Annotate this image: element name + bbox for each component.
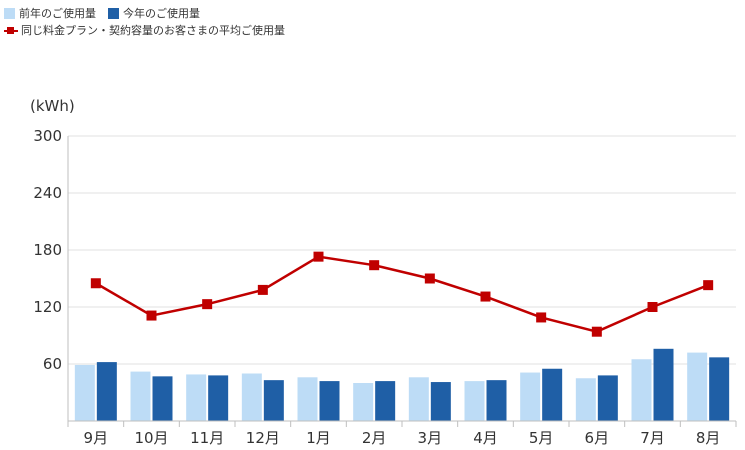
axes: 9月 10月 11月 12月 1月 2月 3月 4月 5月 6月 7月 8月: [67, 136, 737, 447]
chart-legend: 前年のご使用量 今年のご使用量 同じ料金プラン・契約容量のお客さまの平均ご使用量: [4, 5, 297, 39]
x-tick-label: 1月: [306, 429, 331, 447]
bar-prev-year-3月: [408, 377, 429, 421]
average-marker-10月: [146, 310, 157, 321]
x-tick-label: 5月: [529, 429, 554, 447]
y-tick-label: 180: [33, 241, 62, 259]
y-tick-label: 120: [33, 298, 62, 316]
bar-prev-year-9月: [74, 364, 95, 421]
bar-series: [74, 348, 730, 421]
bar-this-year-7月: [653, 348, 674, 421]
bar-this-year-1月: [319, 381, 340, 421]
y-tick-label: 60: [43, 355, 62, 373]
average-marker-9月: [90, 278, 101, 289]
bar-prev-year-4月: [464, 381, 485, 421]
bar-prev-year-8月: [687, 352, 708, 421]
x-tick-label: 9月: [84, 429, 109, 447]
x-tick-label: 7月: [640, 429, 665, 447]
average-marker-2月: [369, 260, 380, 271]
legend-swatch-prev-year: [4, 8, 15, 19]
bar-prev-year-12月: [241, 373, 262, 421]
x-tick-label: 6月: [585, 429, 610, 447]
bar-this-year-3月: [430, 382, 451, 421]
bar-this-year-6月: [597, 375, 618, 421]
average-marker-4月: [480, 291, 491, 302]
y-tick-label: 240: [33, 184, 62, 202]
average-line-series: [90, 251, 714, 337]
bar-this-year-12月: [263, 380, 284, 421]
average-marker-6月: [591, 326, 602, 337]
average-marker-5月: [536, 312, 547, 323]
average-marker-12月: [257, 284, 268, 295]
legend-row-line: 同じ料金プラン・契約容量のお客さまの平均ご使用量: [4, 22, 297, 39]
bar-this-year-2月: [375, 381, 396, 421]
bar-this-year-10月: [152, 376, 173, 421]
average-marker-11月: [202, 299, 213, 310]
average-marker-7月: [647, 302, 658, 312]
legend-item-average: 同じ料金プラン・契約容量のお客さまの平均ご使用量: [4, 23, 285, 39]
bar-prev-year-10月: [130, 371, 151, 421]
average-line: [95, 255, 709, 334]
x-tick-label: 3月: [418, 429, 443, 447]
grid-lines: 60 120 180 240 300: [33, 127, 736, 373]
x-tick-label: 4月: [473, 429, 498, 447]
x-tick-label: 8月: [696, 429, 721, 447]
average-marker-3月: [424, 273, 435, 284]
average-marker-8月: [703, 280, 714, 291]
x-tick-label: 2月: [362, 429, 387, 447]
legend-swatch-average: [4, 25, 18, 36]
bar-prev-year-1月: [297, 377, 318, 421]
bar-prev-year-6月: [575, 378, 596, 421]
legend-item-prev-year: 前年のご使用量: [4, 6, 96, 22]
bar-this-year-5月: [542, 368, 563, 421]
bar-prev-year-5月: [520, 372, 541, 421]
bar-this-year-8月: [709, 357, 730, 421]
bar-prev-year-11月: [186, 374, 207, 421]
bar-this-year-9月: [96, 362, 117, 421]
bar-prev-year-7月: [631, 359, 652, 421]
x-tick-label: 12月: [246, 429, 280, 447]
y-tick-label: 300: [33, 127, 62, 145]
legend-label-this-year: 今年のご使用量: [123, 6, 200, 20]
x-tick-label: 11月: [190, 429, 224, 447]
bar-this-year-4月: [486, 380, 507, 421]
legend-swatch-this-year: [108, 8, 119, 19]
legend-item-this-year: 今年のご使用量: [108, 6, 200, 22]
legend-row-bars: 前年のご使用量 今年のご使用量: [4, 5, 297, 22]
legend-label-average: 同じ料金プラン・契約容量のお客さまの平均ご使用量: [21, 23, 285, 37]
bar-this-year-11月: [208, 375, 229, 421]
y-axis-unit-label: (kWh): [30, 97, 75, 115]
average-marker-1月: [313, 251, 324, 262]
legend-label-prev-year: 前年のご使用量: [19, 6, 96, 20]
x-tick-label: 10月: [134, 429, 168, 447]
bar-prev-year-2月: [353, 383, 374, 421]
